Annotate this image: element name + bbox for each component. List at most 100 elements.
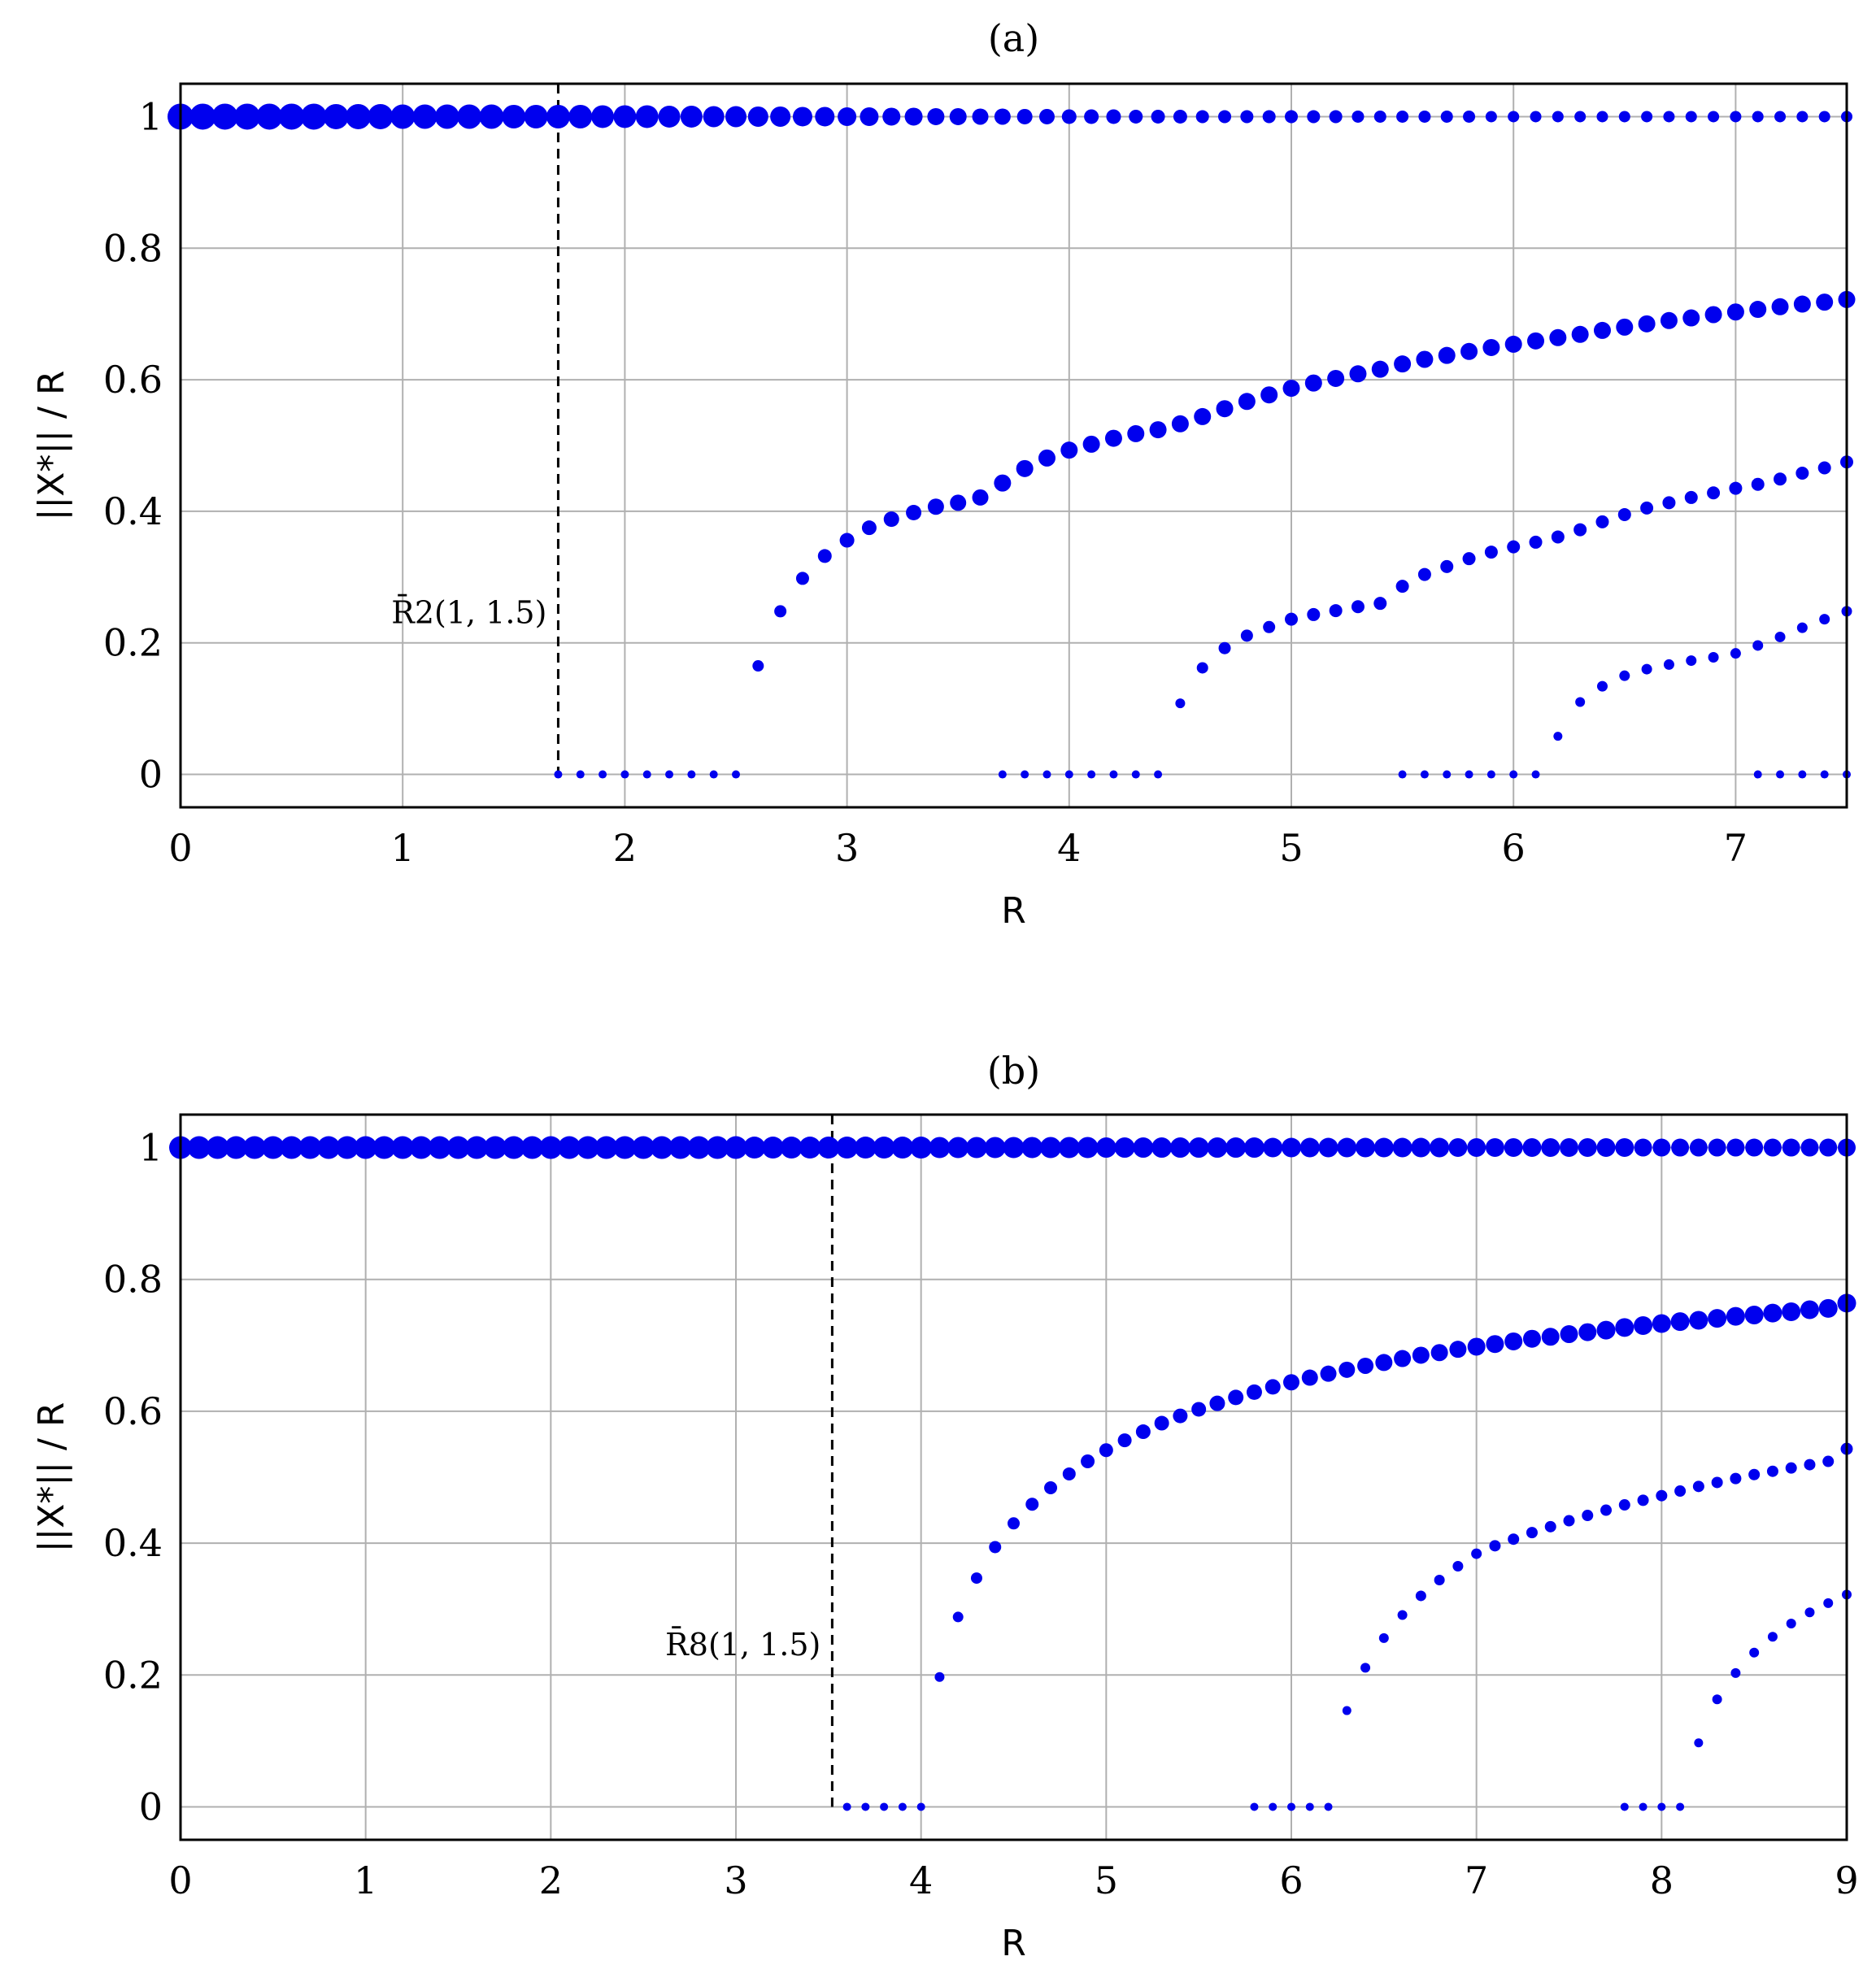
data-point — [280, 1136, 303, 1159]
data-point — [317, 1136, 341, 1159]
data-point — [1430, 1137, 1450, 1158]
data-point — [1329, 110, 1343, 124]
data-point — [1301, 1369, 1318, 1386]
data-point — [1485, 111, 1497, 123]
data-point — [860, 107, 879, 126]
data-point — [1552, 111, 1564, 123]
data-point — [1522, 1138, 1542, 1158]
data-point — [780, 1137, 803, 1159]
data-point — [1462, 552, 1476, 566]
data-point — [1652, 1314, 1671, 1333]
data-point — [412, 104, 437, 129]
data-point — [1238, 393, 1256, 411]
data-point — [1195, 110, 1209, 124]
data-point — [1351, 600, 1365, 614]
data-point — [1127, 424, 1145, 442]
data-point — [1751, 477, 1765, 491]
data-point — [1730, 1472, 1742, 1485]
data-point — [1620, 1802, 1629, 1811]
data-point — [1489, 1540, 1501, 1552]
x-tick-label: 5 — [1279, 826, 1303, 870]
data-point — [1016, 459, 1034, 477]
data-point — [261, 1136, 285, 1159]
x-tick-label: 1 — [391, 826, 415, 870]
data-point — [1573, 523, 1587, 537]
data-point — [1114, 1137, 1135, 1159]
data-point — [1064, 770, 1073, 779]
data-point — [1682, 309, 1700, 327]
data-point — [934, 1672, 945, 1682]
data-point — [1225, 1137, 1247, 1159]
y-tick-label: 0.4 — [103, 489, 163, 533]
data-point — [1551, 530, 1565, 544]
data-point — [1793, 295, 1811, 313]
y-axis-label: ||X*|| / R — [31, 371, 72, 521]
x-tick-label: 3 — [724, 1858, 747, 1902]
data-point — [390, 104, 416, 129]
data-point — [836, 1137, 859, 1159]
data-point — [1398, 770, 1407, 779]
data-point — [1305, 1802, 1314, 1811]
data-point — [1337, 1137, 1357, 1158]
data-point — [1240, 110, 1254, 124]
data-point — [1640, 501, 1654, 515]
data-point — [457, 104, 482, 129]
data-point — [1670, 1312, 1690, 1332]
data-point — [1243, 1137, 1264, 1159]
y-tick-label: 0 — [139, 753, 163, 797]
data-point — [539, 1136, 563, 1159]
data-point — [1060, 441, 1078, 459]
data-point — [1689, 1138, 1708, 1157]
data-point — [1571, 325, 1589, 343]
y-tick-label: 0.6 — [103, 358, 163, 402]
data-point — [1795, 466, 1809, 480]
data-point — [1596, 1138, 1616, 1158]
data-point — [1800, 1138, 1819, 1157]
data-point — [1003, 1137, 1025, 1159]
data-point — [1638, 315, 1656, 333]
data-point — [1412, 1346, 1430, 1364]
data-point — [1544, 1520, 1556, 1532]
data-point — [1356, 1137, 1376, 1158]
data-point — [1663, 111, 1675, 123]
data-point — [1663, 659, 1674, 670]
y-tick-label: 1 — [139, 1126, 163, 1170]
data-point — [1686, 655, 1697, 667]
data-point — [1563, 1515, 1575, 1527]
data-point — [1798, 770, 1807, 779]
data-point — [1246, 1384, 1262, 1400]
data-point — [1771, 298, 1789, 315]
data-point — [817, 549, 832, 563]
chart-title: (b) — [987, 1049, 1040, 1093]
data-point — [1816, 293, 1834, 311]
data-point — [1763, 1303, 1782, 1323]
data-point — [434, 104, 459, 129]
data-point — [1804, 1459, 1816, 1471]
data-point — [880, 1802, 889, 1811]
data-point — [1482, 338, 1500, 356]
data-point — [1662, 496, 1676, 510]
series-3 — [1250, 1442, 1853, 1811]
threshold-label: R̄2(1, 1.5) — [391, 594, 546, 630]
data-point — [950, 494, 967, 511]
data-point — [1452, 1560, 1464, 1572]
data-point — [620, 770, 629, 779]
data-point — [568, 104, 593, 128]
data-point — [1149, 421, 1167, 439]
data-point — [1250, 1802, 1259, 1811]
data-point — [1087, 770, 1096, 779]
data-point — [1373, 597, 1387, 611]
data-point — [898, 1802, 907, 1811]
data-point — [1509, 770, 1518, 779]
data-point — [970, 1572, 982, 1585]
data-point — [1104, 429, 1122, 447]
data-point — [211, 103, 238, 130]
data-point — [1443, 770, 1452, 779]
series-4 — [1620, 1589, 1852, 1811]
data-point — [1038, 449, 1056, 467]
data-point — [1508, 111, 1520, 123]
data-point — [1575, 697, 1586, 707]
data-point — [256, 103, 283, 130]
data-point — [1188, 1137, 1209, 1159]
data-point — [1823, 1598, 1834, 1608]
